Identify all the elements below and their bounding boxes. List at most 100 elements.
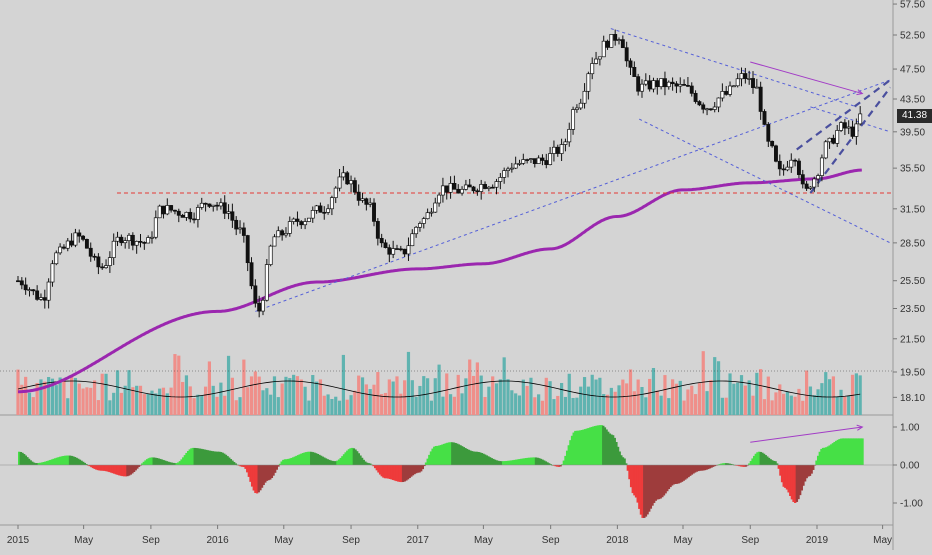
- candle-down: [295, 218, 300, 222]
- volume-bar: [184, 375, 189, 415]
- price-tick-label: 39.50: [900, 127, 925, 138]
- volume-bar: [357, 375, 361, 415]
- candle-down: [387, 247, 392, 255]
- volume-bar: [334, 396, 338, 415]
- volume-bar: [62, 381, 66, 415]
- candle-down: [234, 219, 239, 230]
- oscillator-bar: [739, 465, 743, 467]
- oscillator-bar: [652, 465, 656, 503]
- oscillator-bar: [137, 465, 141, 467]
- oscillator-bar: [700, 465, 703, 471]
- volume-bar: [437, 364, 441, 415]
- candle-down: [318, 205, 323, 213]
- oscillator-bar: [19, 451, 23, 465]
- candle-up: [150, 236, 154, 239]
- oscillator-bar: [411, 465, 415, 476]
- oscillator-bar: [690, 465, 694, 475]
- volume-bar: [230, 377, 234, 415]
- oscillator-bar: [403, 465, 406, 482]
- volume-bar: [158, 388, 162, 415]
- oscillator-bar: [644, 465, 648, 517]
- oscillator-bar: [815, 460, 818, 465]
- time-tick-label: Sep: [741, 535, 759, 546]
- oscillator-bar: [265, 465, 269, 481]
- oscillator-bar: [711, 465, 715, 467]
- volume-bar: [736, 382, 740, 415]
- volume-bar: [533, 397, 537, 415]
- oscillator-bar: [239, 465, 242, 467]
- volume-bar: [804, 370, 809, 415]
- volume-bar: [548, 381, 552, 415]
- volume-bar: [66, 398, 70, 415]
- oscillator-bar: [360, 457, 364, 465]
- volume-bar: [246, 387, 250, 415]
- oscillator-bar: [584, 429, 587, 465]
- oscillator-bar: [508, 460, 511, 465]
- volume-bar: [716, 361, 721, 415]
- oscillator-bar: [628, 465, 631, 480]
- candle-down: [322, 211, 327, 214]
- volume-bar: [73, 377, 78, 415]
- oscillator-bar: [495, 460, 498, 465]
- oscillator-bar: [771, 460, 774, 465]
- candle-down: [92, 255, 97, 258]
- candle-up: [46, 281, 51, 301]
- oscillator-bar: [493, 459, 497, 465]
- oscillator-bar: [757, 451, 761, 465]
- oscillator-bar: [40, 462, 44, 465]
- oscillator-bar: [47, 460, 50, 465]
- oscillator-bar: [287, 458, 290, 465]
- volume-bar: [226, 355, 231, 415]
- volume-bar: [100, 373, 104, 415]
- oscillator-bar: [226, 456, 229, 465]
- oscillator-bar: [428, 454, 431, 465]
- oscillator-bar: [395, 465, 398, 482]
- oscillator-bar: [651, 465, 654, 506]
- oscillator-bar: [190, 448, 193, 465]
- oscillator-bar: [449, 442, 452, 465]
- oscillator-bar: [385, 465, 388, 479]
- price-tick-label: 47.50: [900, 65, 925, 76]
- oscillator-bar: [802, 465, 805, 486]
- oscillator-bar: [669, 465, 672, 488]
- oscillator-bar: [748, 463, 751, 465]
- candle-up: [597, 56, 602, 60]
- candle-up: [712, 106, 717, 110]
- oscillator-bar: [569, 440, 572, 465]
- candle-up: [448, 182, 453, 193]
- oscillator-bar: [562, 460, 566, 465]
- volume-bar: [54, 385, 58, 415]
- oscillator-bar: [506, 460, 510, 465]
- oscillator-bar: [460, 446, 464, 465]
- candle-up: [486, 186, 491, 189]
- oscillator-bar: [810, 465, 813, 474]
- volume-bar: [690, 385, 694, 415]
- candle-down: [19, 280, 24, 286]
- volume-bar: [364, 384, 368, 415]
- volume-bar: [728, 373, 732, 415]
- oscillator-bar: [93, 465, 96, 469]
- oscillator-bar: [147, 458, 151, 465]
- oscillator-bar: [224, 454, 228, 465]
- oscillator-bar: [659, 465, 662, 499]
- oscillator-bar: [42, 462, 46, 465]
- oscillator-bar: [854, 438, 858, 465]
- oscillator-bar: [561, 464, 564, 465]
- oscillator-bar: [298, 454, 301, 465]
- candle-up: [567, 129, 572, 143]
- volume-bar: [816, 389, 820, 415]
- volume-bar: [514, 393, 518, 415]
- oscillator-bar: [321, 456, 324, 465]
- oscillator-bar: [544, 461, 548, 465]
- oscillator-bar: [44, 461, 47, 465]
- candle-down: [751, 78, 755, 88]
- oscillator-bar: [118, 465, 121, 476]
- oscillator-bar: [67, 455, 70, 465]
- oscillator-bar: [477, 451, 480, 465]
- volume-bar: [525, 385, 529, 415]
- oscillator-bar: [275, 465, 278, 470]
- candle-down: [796, 160, 801, 175]
- oscillator-bar: [415, 465, 418, 474]
- oscillator-bar: [306, 451, 310, 465]
- candle-down: [842, 122, 847, 129]
